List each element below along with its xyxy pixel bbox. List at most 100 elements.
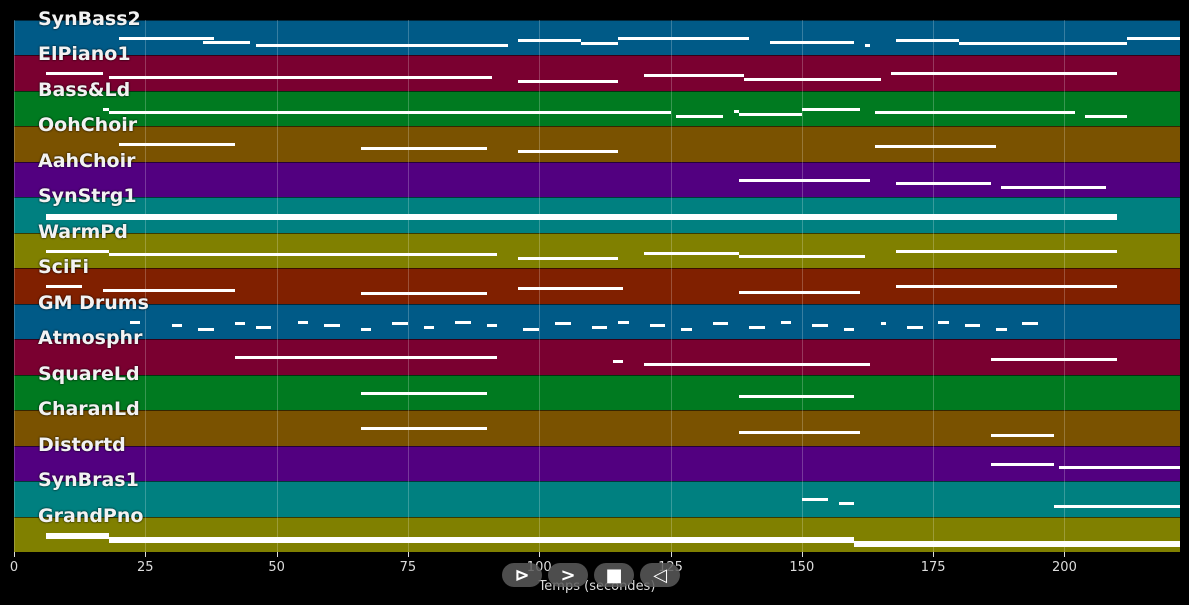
note: [843, 327, 855, 331]
note: [990, 357, 1117, 361]
note: [854, 540, 1180, 547]
x-tick-mark: [933, 552, 935, 557]
note: [990, 434, 1054, 438]
stop-button[interactable]: ■: [594, 563, 634, 587]
x-tick-label: 25: [137, 560, 154, 575]
note: [738, 113, 802, 117]
note: [1053, 505, 1180, 509]
note: [581, 42, 618, 46]
note: [103, 288, 235, 292]
track-charanld: [14, 410, 1180, 446]
track-label: CharanLd: [38, 398, 140, 421]
rewind-button[interactable]: ◁: [640, 563, 680, 587]
track-label: SciFi: [38, 256, 89, 279]
note: [1022, 322, 1039, 326]
note: [880, 322, 886, 326]
note: [203, 40, 251, 44]
x-tick-mark: [1064, 552, 1066, 557]
note: [45, 533, 109, 540]
note: [45, 285, 83, 289]
track-atmosphr: [14, 339, 1180, 375]
note: [360, 327, 372, 331]
track-label: Atmosphr: [38, 327, 143, 350]
note: [1001, 185, 1107, 189]
track-label: WarmPd: [38, 220, 128, 243]
stop-icon: ■: [605, 564, 623, 586]
track-synstrg1: [14, 197, 1180, 233]
note: [938, 320, 949, 324]
x-tick-label: 175: [920, 560, 946, 575]
track-label: SquareLd: [38, 362, 140, 385]
x-tick-mark: [14, 552, 15, 557]
note: [801, 498, 829, 502]
note: [990, 462, 1054, 466]
note: [234, 356, 498, 360]
note: [171, 324, 183, 328]
track-label: Bass&Ld: [38, 78, 131, 101]
play-icon: >: [560, 564, 576, 586]
note: [896, 285, 1117, 289]
grid-line: [801, 20, 803, 552]
track-label: SynBass2: [38, 8, 141, 30]
x-tick-label: 75: [399, 560, 417, 575]
note: [964, 324, 981, 328]
grid-line: [933, 20, 935, 552]
note: [618, 36, 750, 40]
x-tick-mark: [407, 552, 409, 557]
note: [770, 40, 855, 44]
note: [360, 292, 487, 296]
note: [423, 325, 435, 329]
x-tick-mark: [801, 552, 803, 557]
note: [1059, 466, 1180, 470]
track-synbass2: [14, 20, 1180, 56]
track-label: SynStrg1: [38, 185, 137, 208]
note: [455, 320, 471, 324]
note: [801, 107, 860, 111]
track-oohchoir: [14, 126, 1180, 162]
note: [197, 327, 214, 331]
note: [360, 146, 487, 150]
note: [119, 36, 214, 40]
note: [323, 324, 340, 328]
x-tick-mark: [539, 552, 541, 557]
track-warmpd: [14, 232, 1180, 269]
grid-line: [145, 20, 147, 552]
note: [644, 363, 871, 367]
note: [749, 325, 766, 329]
note: [738, 255, 865, 259]
track-label: Distortd: [38, 433, 126, 456]
note: [523, 327, 540, 331]
track-label: GrandPno: [38, 504, 144, 527]
play-back-icon: ⊳: [514, 564, 530, 586]
note: [644, 251, 739, 255]
note: [45, 72, 104, 76]
note: [891, 72, 1117, 76]
play-button[interactable]: >: [548, 563, 588, 587]
note: [812, 324, 829, 328]
note: [712, 322, 729, 326]
note: [591, 325, 608, 329]
note: [108, 537, 855, 544]
note: [906, 325, 923, 329]
grid-line: [1064, 20, 1066, 552]
play-back-button[interactable]: ⊳: [502, 563, 542, 587]
x-tick-label: 150: [789, 560, 815, 575]
track-label: SynBras1: [38, 469, 139, 492]
track-gm-drums: [14, 303, 1180, 340]
note: [675, 114, 724, 118]
track-bass-ld: [14, 90, 1180, 127]
note: [234, 322, 246, 326]
grid-line: [539, 20, 541, 552]
note: [108, 111, 671, 115]
note: [360, 427, 487, 431]
note: [518, 286, 624, 290]
note: [518, 38, 582, 42]
note: [838, 501, 855, 505]
rewind-icon: ◁: [653, 564, 667, 586]
track-squareld: [14, 374, 1180, 411]
note: [618, 320, 629, 324]
track-synbras1: [14, 481, 1180, 517]
track-label: AahChoir: [38, 149, 136, 172]
note: [518, 79, 618, 83]
x-tick-mark: [276, 552, 278, 557]
